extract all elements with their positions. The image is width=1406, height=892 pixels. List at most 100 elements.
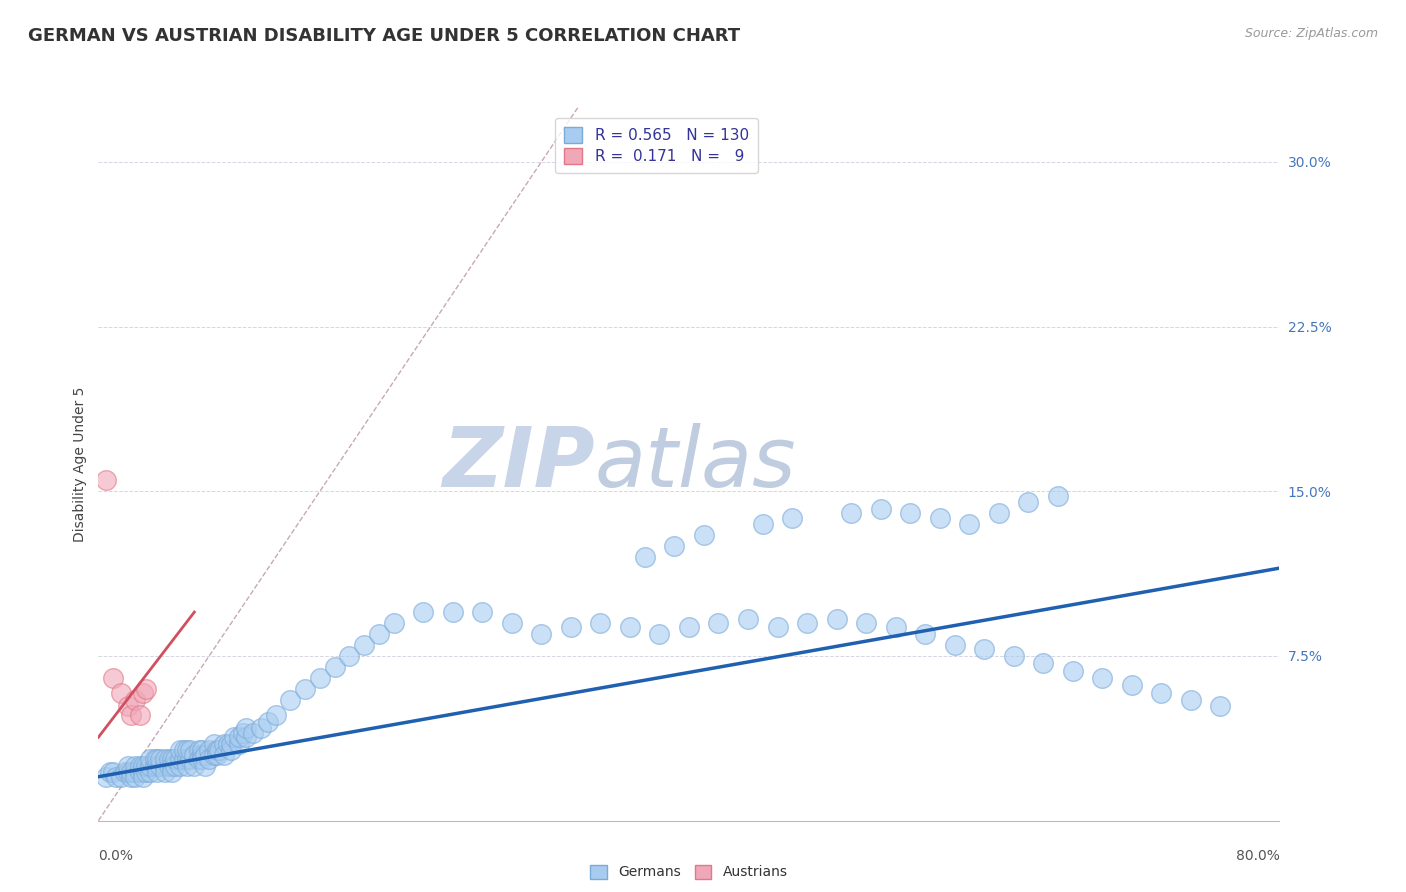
Point <box>278 693 302 707</box>
Point <box>1121 677 1143 691</box>
Point <box>153 765 176 780</box>
Point <box>98 765 121 780</box>
Point <box>176 743 198 757</box>
Text: ZIP: ZIP <box>441 424 595 504</box>
Point <box>169 743 191 757</box>
Point <box>900 506 922 520</box>
Point <box>353 638 375 652</box>
Point <box>224 730 246 744</box>
Point <box>664 539 686 553</box>
Point <box>187 743 209 757</box>
Point <box>105 770 128 784</box>
Point <box>124 770 146 784</box>
Y-axis label: Disability Age Under 5: Disability Age Under 5 <box>73 386 87 541</box>
Point <box>128 708 150 723</box>
Point <box>139 765 162 780</box>
Point <box>191 743 214 757</box>
Point <box>157 752 180 766</box>
Point <box>219 743 242 757</box>
Point <box>212 737 235 751</box>
Point <box>153 758 176 772</box>
Point <box>1150 686 1173 700</box>
Point <box>146 765 169 780</box>
Point <box>530 627 553 641</box>
Point <box>173 743 195 757</box>
Point <box>678 620 700 634</box>
Point <box>132 770 155 784</box>
Point <box>959 517 981 532</box>
Point <box>869 501 891 516</box>
Point <box>1032 656 1054 670</box>
Point <box>257 714 280 729</box>
Point <box>124 758 146 772</box>
Point <box>162 752 183 766</box>
Point <box>124 693 146 707</box>
Point <box>1062 665 1084 679</box>
Point <box>179 743 201 757</box>
Point <box>205 743 228 757</box>
Point <box>183 747 205 762</box>
Point <box>309 671 332 685</box>
Point <box>176 758 198 772</box>
Point <box>169 752 191 766</box>
Point <box>194 758 217 772</box>
Point <box>914 627 936 641</box>
Point <box>589 615 612 630</box>
Point <box>176 752 198 766</box>
Point <box>839 506 862 520</box>
Point <box>120 708 142 723</box>
Point <box>337 648 360 663</box>
Point <box>208 743 231 757</box>
Point <box>132 686 155 700</box>
Text: 80.0%: 80.0% <box>1236 849 1279 863</box>
Point <box>143 758 166 772</box>
Point <box>94 770 117 784</box>
Point <box>1209 699 1232 714</box>
Point <box>707 615 730 630</box>
Point <box>120 765 142 780</box>
Point <box>1091 671 1114 685</box>
Point <box>751 517 773 532</box>
Point <box>501 615 523 630</box>
Point <box>619 620 641 634</box>
Point <box>264 708 287 723</box>
Point <box>441 605 464 619</box>
Point <box>198 743 221 757</box>
Legend: Germans, Austrians: Germans, Austrians <box>585 859 793 885</box>
Point <box>146 758 169 772</box>
Point <box>179 752 201 766</box>
Point <box>382 615 405 630</box>
Point <box>173 752 195 766</box>
Point <box>973 642 995 657</box>
Point <box>165 752 187 766</box>
Point <box>117 758 139 772</box>
Point <box>143 752 166 766</box>
Point <box>194 747 217 762</box>
Point <box>884 620 907 634</box>
Point <box>120 770 142 784</box>
Point <box>149 752 172 766</box>
Point <box>157 758 180 772</box>
Point <box>162 758 183 772</box>
Text: 0.0%: 0.0% <box>98 849 134 863</box>
Point <box>1180 693 1202 707</box>
Point <box>191 747 214 762</box>
Point <box>987 506 1010 520</box>
Point <box>228 737 250 751</box>
Point <box>198 752 221 766</box>
Point <box>117 765 139 780</box>
Point <box>1046 489 1069 503</box>
Point <box>202 737 225 751</box>
Point <box>242 726 264 740</box>
Point <box>235 722 257 736</box>
Point <box>153 752 176 766</box>
Point <box>139 758 162 772</box>
Point <box>782 510 804 524</box>
Point <box>1017 495 1039 509</box>
Point <box>165 758 187 772</box>
Point <box>250 722 273 736</box>
Point <box>128 758 150 772</box>
Point <box>855 615 877 630</box>
Point <box>114 765 136 780</box>
Point <box>135 758 157 772</box>
